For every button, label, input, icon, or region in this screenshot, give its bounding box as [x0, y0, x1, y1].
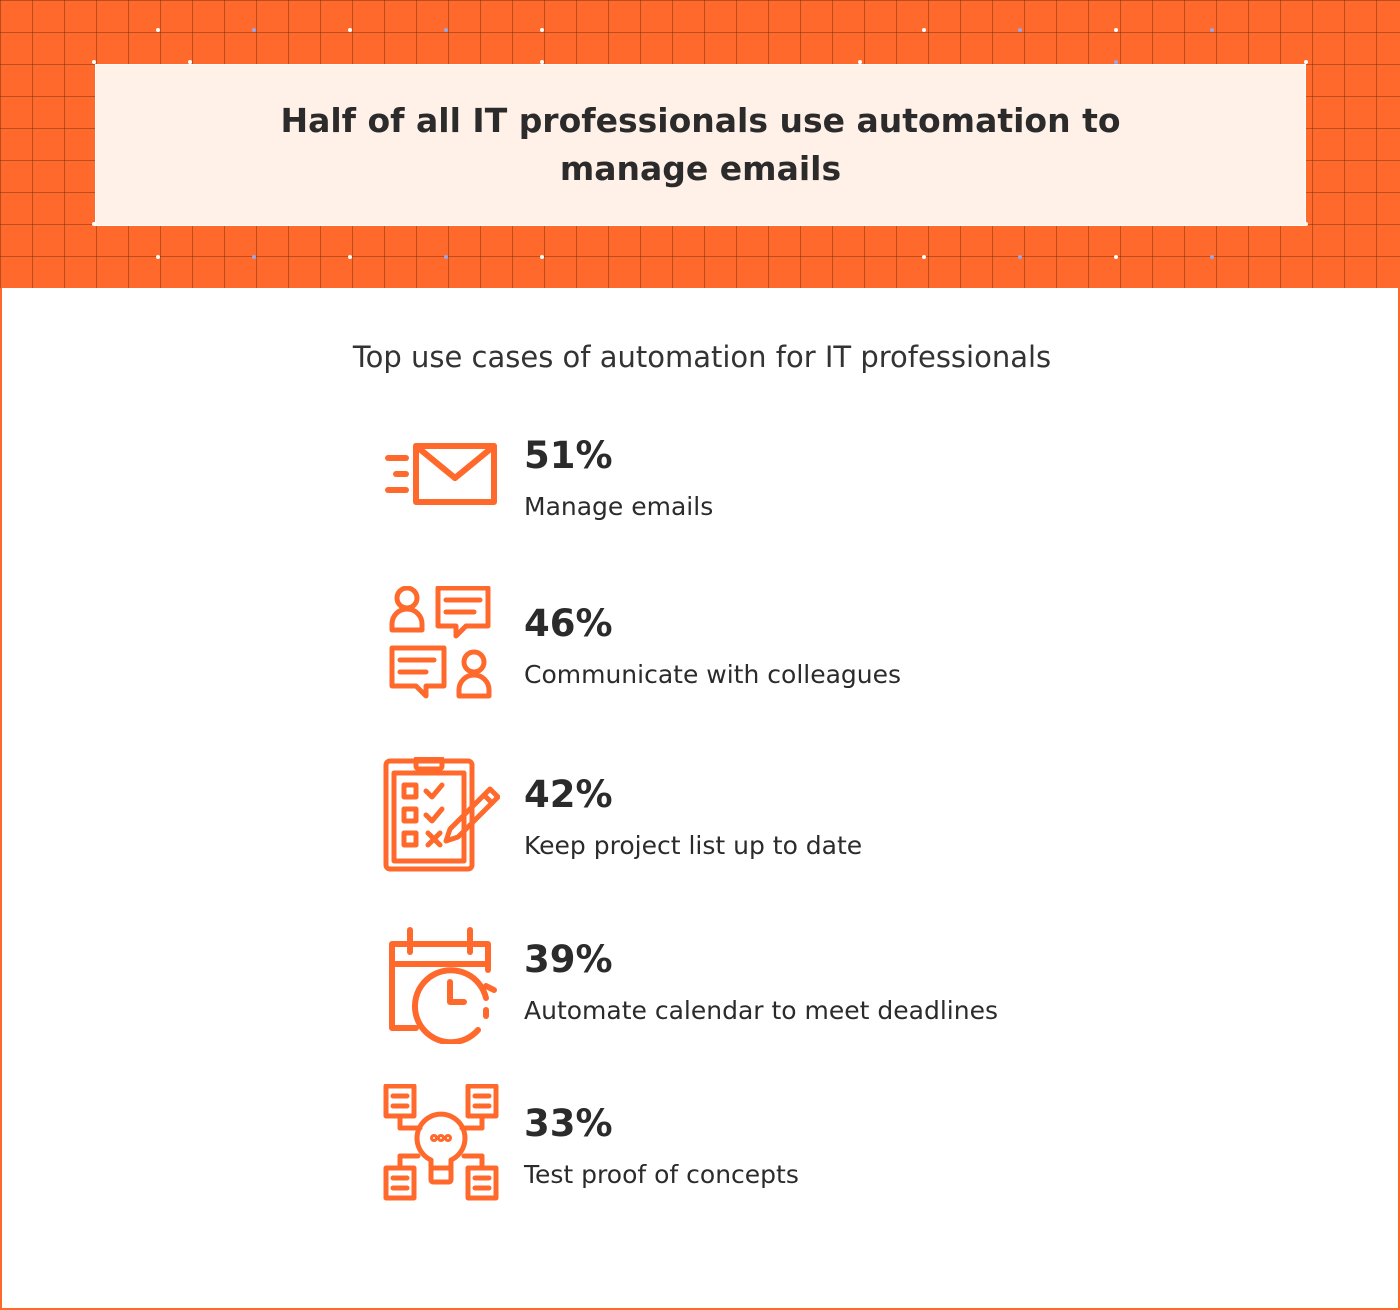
grid-dot — [444, 255, 448, 259]
grid-dot — [540, 28, 544, 32]
grid-dot — [858, 60, 862, 64]
use-case-label: Automate calendar to meet deadlines — [524, 996, 998, 1025]
grid-dot — [348, 255, 352, 259]
use-case-item: 42% Keep project list up to date — [382, 757, 1182, 877]
grid-dot — [444, 28, 448, 32]
grid-dot — [1304, 222, 1308, 226]
use-case-value: 46% — [524, 602, 613, 645]
calendar-clock-icon — [382, 926, 500, 1044]
grid-dot — [922, 28, 926, 32]
use-case-label: Manage emails — [524, 492, 714, 521]
chart-subtitle: Top use cases of automation for IT profe… — [352, 340, 1052, 374]
chat-people-icon — [382, 586, 500, 704]
grid-dot — [92, 60, 96, 64]
use-case-label: Test proof of concepts — [524, 1160, 799, 1189]
grid-dot — [188, 60, 192, 64]
title-box: Half of all IT professionals use automat… — [95, 64, 1306, 226]
grid-dot — [348, 28, 352, 32]
grid-dot — [1210, 255, 1214, 259]
grid-dot — [922, 255, 926, 259]
page-title: Half of all IT professionals use automat… — [280, 101, 1121, 188]
grid-dot — [1114, 255, 1118, 259]
grid-dot — [1114, 28, 1118, 32]
grid-dot — [92, 222, 96, 226]
use-case-item: 33% Test proof of concepts — [382, 1084, 1182, 1204]
use-case-item: 51% Manage emails — [382, 434, 1182, 558]
lightbulb-network-icon — [382, 1084, 500, 1202]
grid-dot — [156, 28, 160, 32]
grid-dot — [1018, 255, 1022, 259]
grid-dot — [540, 60, 544, 64]
use-case-label: Communicate with colleagues — [524, 660, 902, 689]
grid-dot — [252, 28, 256, 32]
clipboard-checklist-icon — [382, 757, 500, 875]
use-case-item: 46% Communicate with colleagues — [382, 586, 1182, 706]
grid-dot — [156, 255, 160, 259]
use-case-value: 42% — [524, 773, 613, 816]
envelope-icon — [382, 438, 500, 556]
content-card: Top use cases of automation for IT profe… — [0, 288, 1400, 1310]
grid-dot — [1114, 60, 1118, 64]
grid-dot — [1018, 28, 1022, 32]
grid-dot — [1304, 60, 1308, 64]
use-case-value: 33% — [524, 1102, 613, 1145]
header-banner: Half of all IT professionals use automat… — [0, 0, 1400, 288]
use-case-value: 51% — [524, 434, 613, 477]
use-case-item: 39% Automate calendar to meet deadlines — [382, 926, 1182, 1046]
use-case-label: Keep project list up to date — [524, 831, 863, 860]
grid-dot — [540, 255, 544, 259]
grid-dot — [252, 255, 256, 259]
grid-dot — [1210, 28, 1214, 32]
use-case-value: 39% — [524, 938, 613, 981]
